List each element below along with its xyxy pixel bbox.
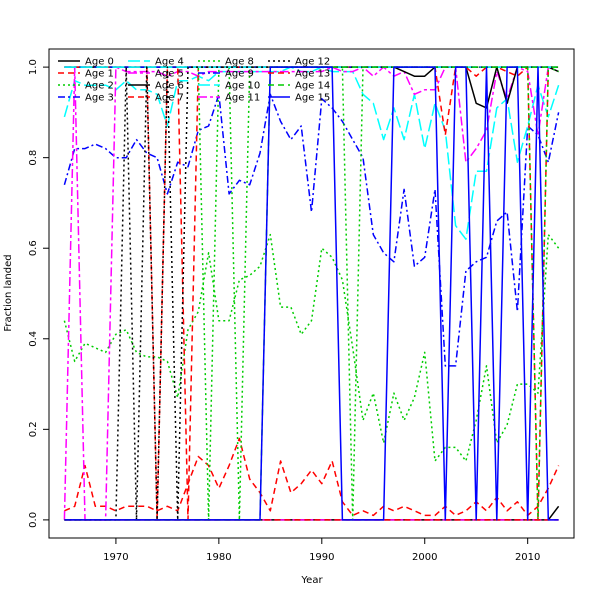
legend-label: Age 3 <box>85 93 114 104</box>
legend-label: Age 6 <box>155 81 184 92</box>
x-tick-label: 2000 <box>412 552 437 563</box>
x-tick-label: 1980 <box>206 552 231 563</box>
series-line-age-1 <box>64 437 560 517</box>
legend-label: Age 7 <box>155 93 184 104</box>
y-tick-label: 0.2 <box>28 421 39 437</box>
legend-label: Age 14 <box>295 81 330 92</box>
x-tick-label: 1970 <box>103 552 128 563</box>
series-line-age-3 <box>63 93 560 367</box>
plot-frame <box>48 48 575 539</box>
x-axis-title: Year <box>300 575 323 586</box>
legend-label: Age 8 <box>225 57 254 68</box>
legend-label: Age 11 <box>225 93 260 104</box>
legend-label: Age 5 <box>155 69 184 80</box>
legend-label: Age 10 <box>225 81 260 92</box>
series-layer <box>63 66 560 521</box>
axis-layer: 1970 1980 1990 2000 2010 0.0 0.2 0.4 0.6 0.8 1.0 <box>28 59 540 563</box>
x-tick-label: 2010 <box>515 552 540 563</box>
legend-label: Age 4 <box>155 57 184 68</box>
y-axis-title: Fraction landed <box>3 254 14 331</box>
x-tick-label: 1990 <box>309 552 334 563</box>
legend-label: Age 15 <box>295 93 330 104</box>
legend-label: Age 13 <box>295 69 330 80</box>
legend-label: Age 0 <box>85 57 114 68</box>
y-tick-label: 1.0 <box>28 59 39 75</box>
series-line-age-2 <box>63 233 560 462</box>
series-line-age-15 <box>64 66 559 521</box>
legend-label: Age 12 <box>295 57 330 68</box>
y-tick-label: 0.6 <box>28 240 39 256</box>
y-tick-label: 0.0 <box>28 512 39 528</box>
legend-label: Age 1 <box>85 69 114 80</box>
legend-label: Age 2 <box>85 81 114 92</box>
legend-label: Age 9 <box>225 69 254 80</box>
y-tick-label: 0.4 <box>28 331 39 347</box>
y-tick-label: 0.8 <box>28 150 39 166</box>
